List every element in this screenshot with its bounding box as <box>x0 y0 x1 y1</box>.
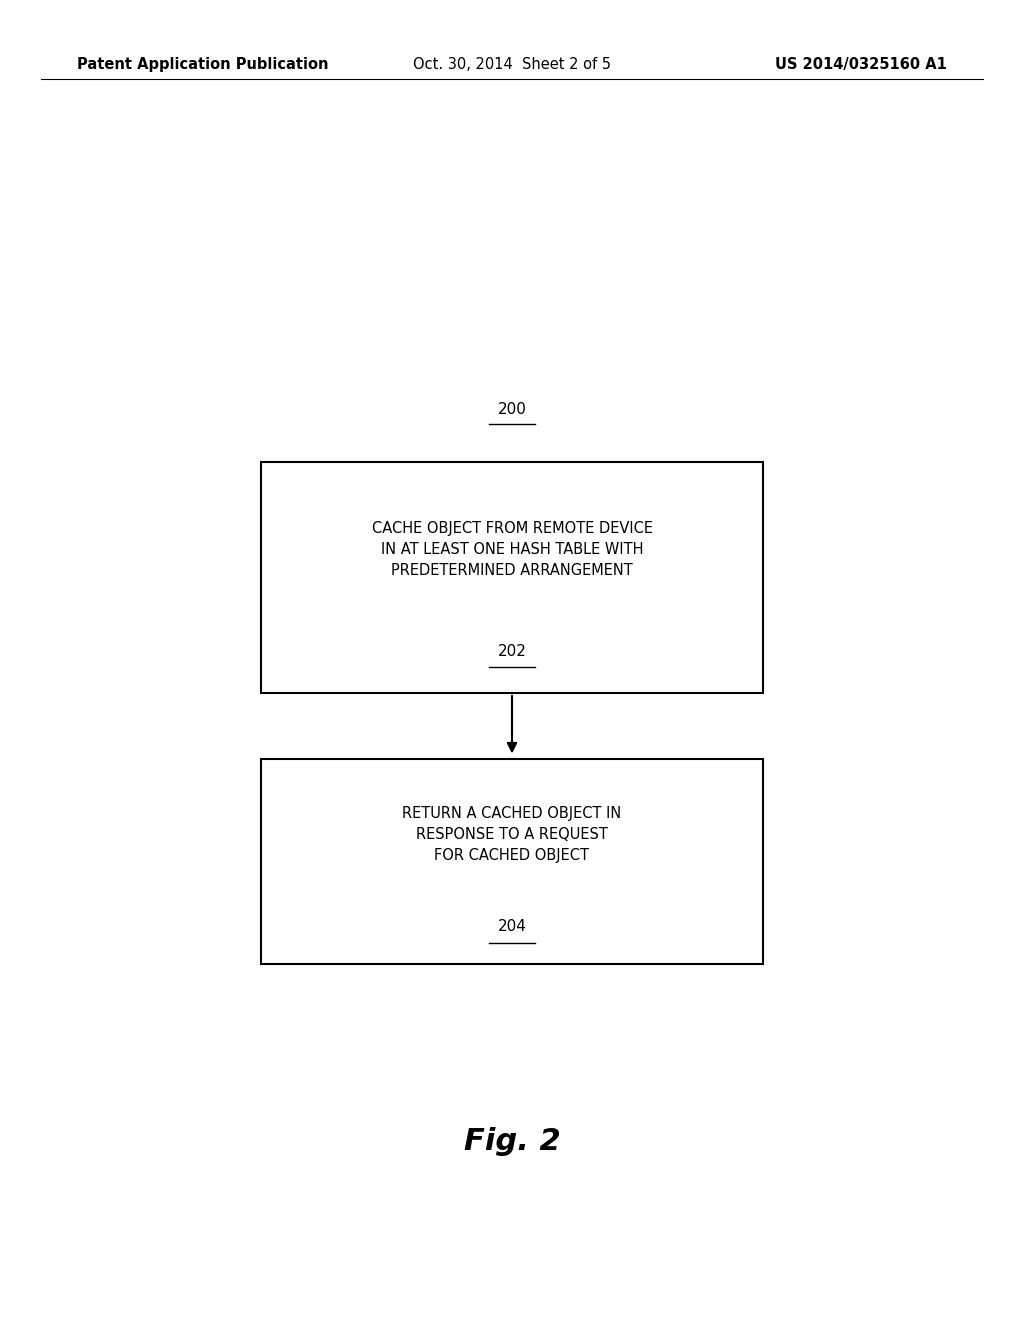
FancyBboxPatch shape <box>261 462 763 693</box>
Text: CACHE OBJECT FROM REMOTE DEVICE
IN AT LEAST ONE HASH TABLE WITH
PREDETERMINED AR: CACHE OBJECT FROM REMOTE DEVICE IN AT LE… <box>372 521 652 578</box>
Text: Patent Application Publication: Patent Application Publication <box>77 57 329 71</box>
Text: 200: 200 <box>498 401 526 417</box>
Text: US 2014/0325160 A1: US 2014/0325160 A1 <box>775 57 947 71</box>
Text: 204: 204 <box>498 919 526 935</box>
Text: Fig. 2: Fig. 2 <box>464 1127 560 1156</box>
FancyBboxPatch shape <box>261 759 763 964</box>
Text: Oct. 30, 2014  Sheet 2 of 5: Oct. 30, 2014 Sheet 2 of 5 <box>413 57 611 71</box>
Text: 202: 202 <box>498 644 526 659</box>
Text: RETURN A CACHED OBJECT IN
RESPONSE TO A REQUEST
FOR CACHED OBJECT: RETURN A CACHED OBJECT IN RESPONSE TO A … <box>402 807 622 863</box>
